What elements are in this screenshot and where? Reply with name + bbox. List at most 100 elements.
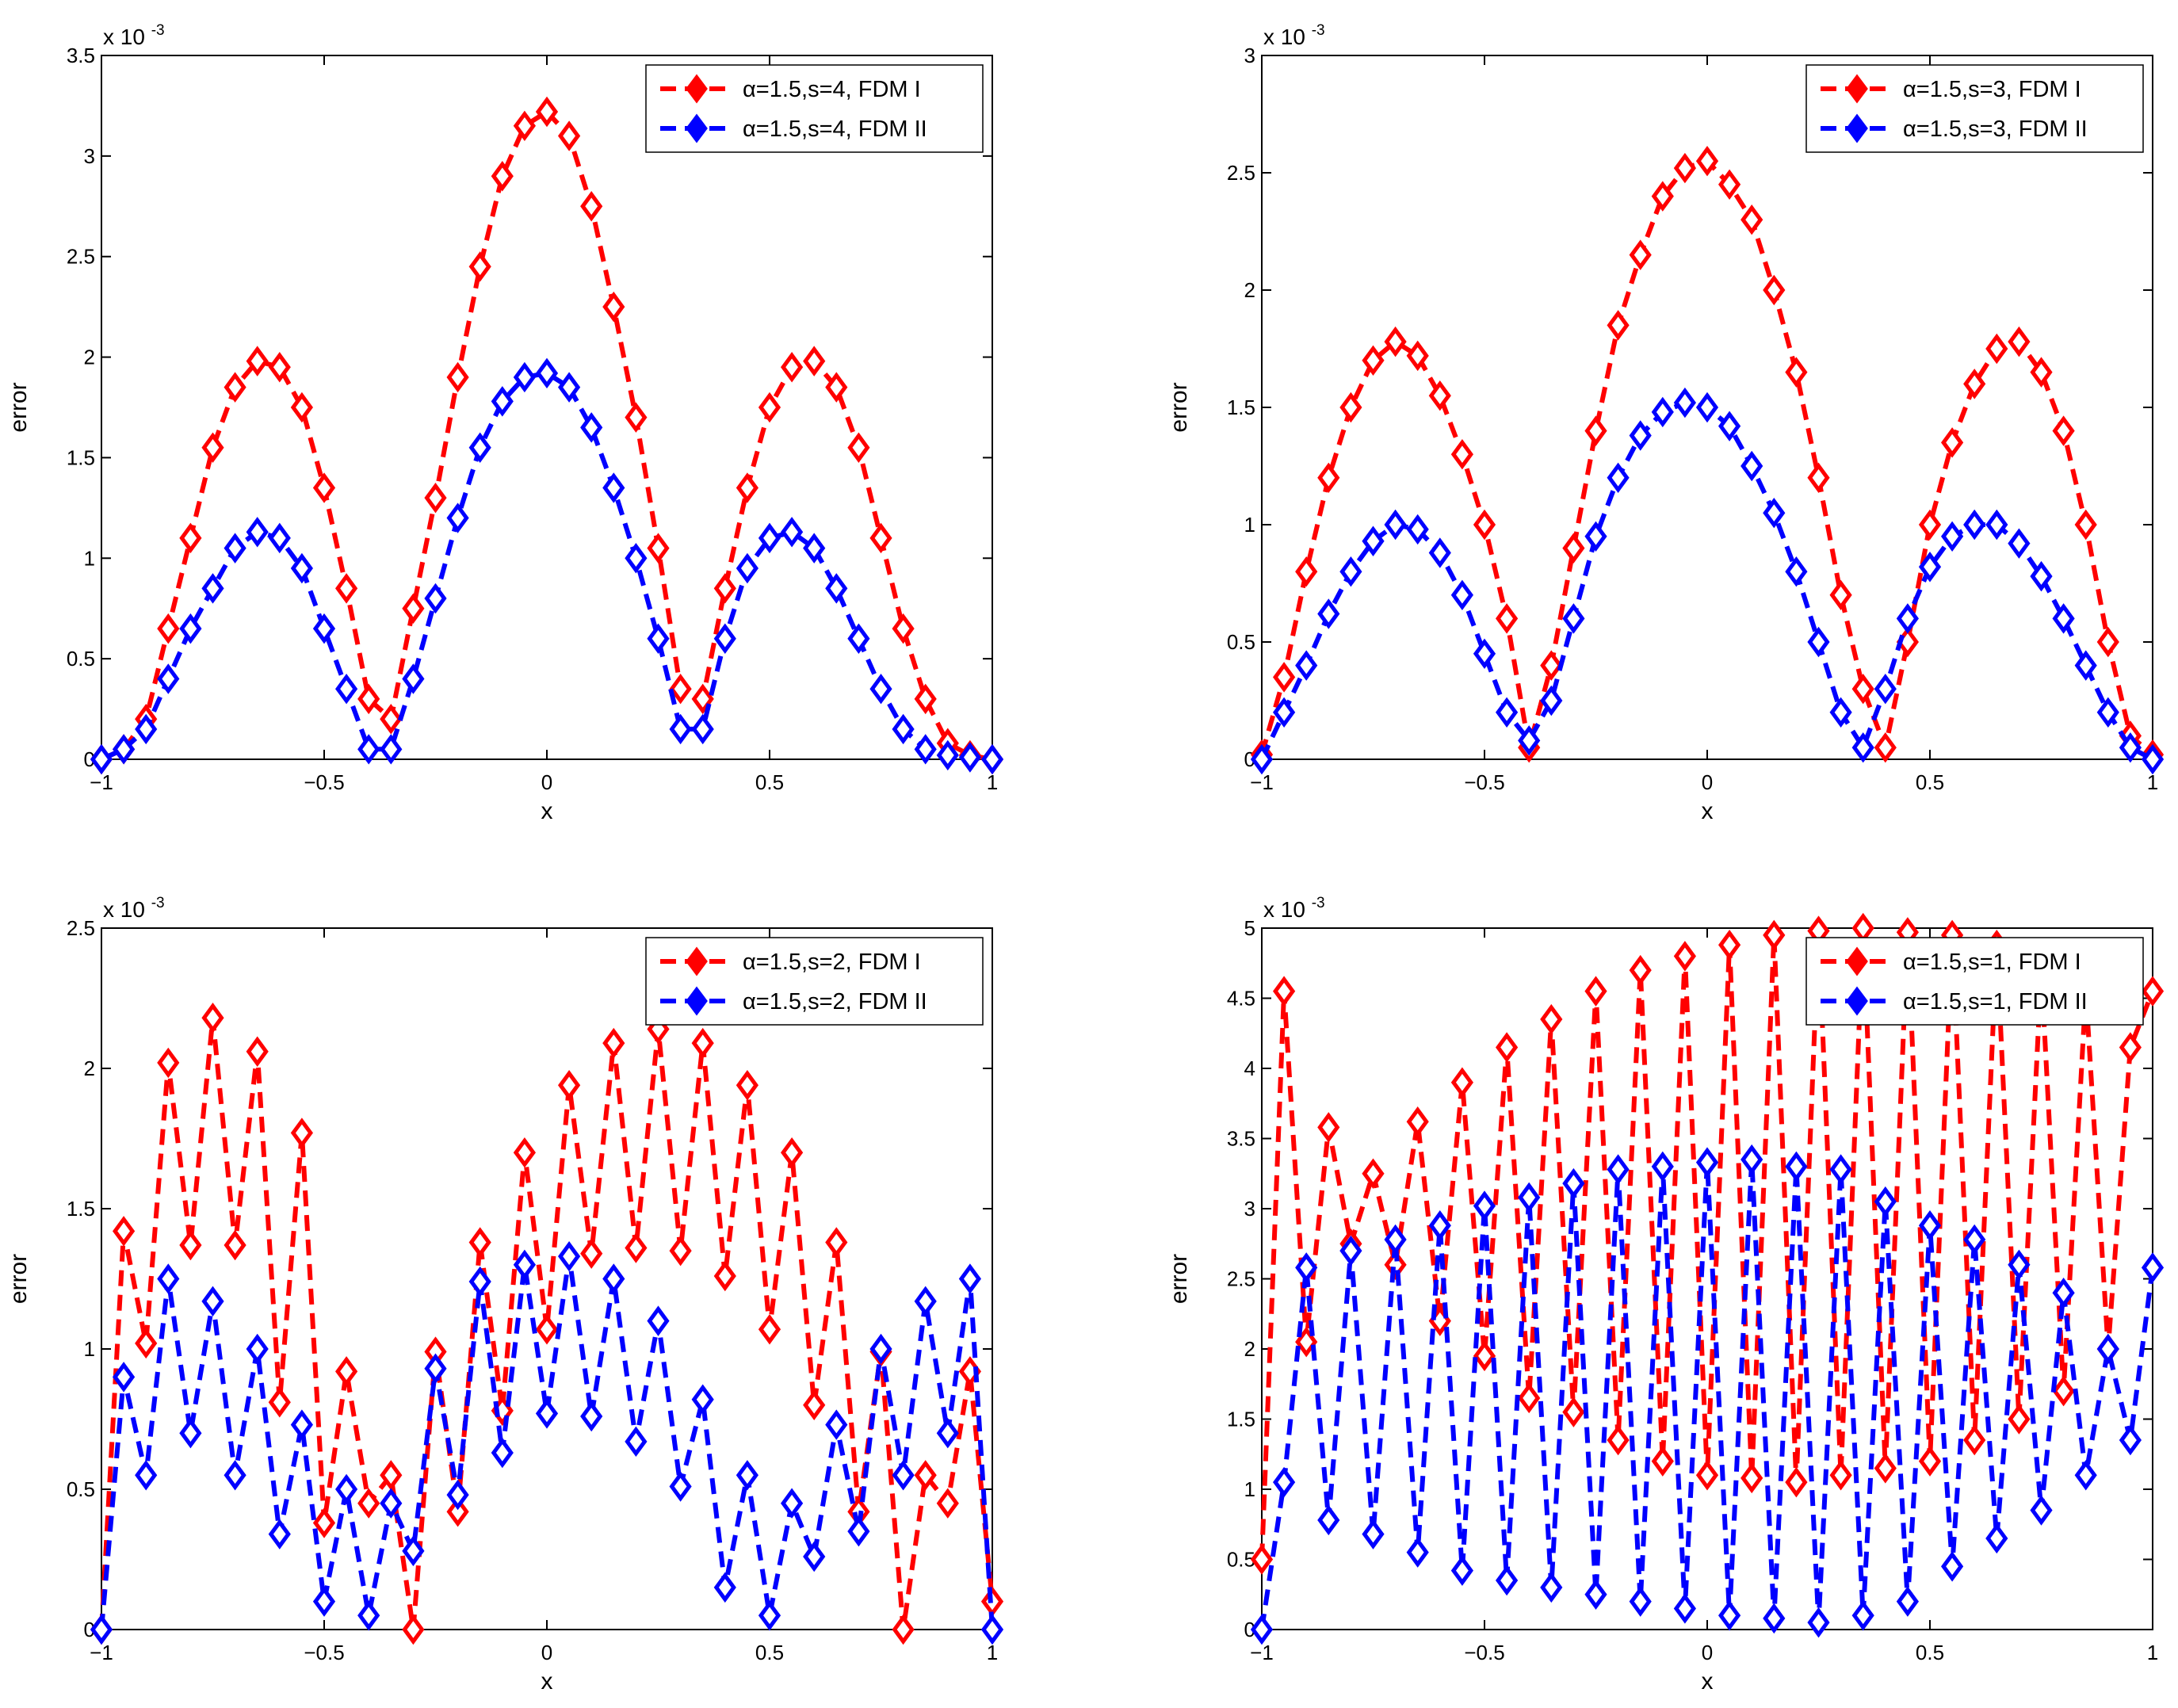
data-point-marker xyxy=(112,1216,136,1247)
data-point-marker xyxy=(1874,673,1897,705)
data-point-marker xyxy=(201,1003,224,1034)
data-point-marker xyxy=(1317,598,1340,629)
data-point-marker xyxy=(1406,340,1429,372)
data-point-marker xyxy=(135,1328,158,1359)
data-point-marker xyxy=(1673,1593,1697,1624)
data-point-marker xyxy=(1540,685,1563,716)
data-point-marker xyxy=(647,533,670,564)
data-point-marker xyxy=(90,1614,113,1645)
data-point-marker xyxy=(424,1353,447,1385)
data-point-marker xyxy=(1406,514,1429,545)
data-point-marker xyxy=(1874,732,1897,763)
data-point-marker xyxy=(669,713,692,745)
data-point-marker xyxy=(157,663,180,694)
data-point-marker xyxy=(625,402,648,433)
data-point-marker xyxy=(513,1249,537,1281)
data-point-marker xyxy=(1673,387,1697,418)
data-point-marker xyxy=(380,704,403,735)
data-point-marker xyxy=(90,743,113,775)
scale-prefix: x 10 xyxy=(103,25,151,49)
y-tick-label: 3 xyxy=(1244,1197,1255,1221)
data-point-marker xyxy=(1607,1154,1630,1185)
data-point-marker xyxy=(1450,1067,1474,1098)
data-point-marker xyxy=(1362,345,1385,376)
data-point-marker xyxy=(803,1541,826,1572)
data-point-marker xyxy=(491,161,514,192)
data-point-marker xyxy=(1896,603,1920,634)
data-point-marker xyxy=(1362,1158,1385,1189)
data-point-marker xyxy=(1918,1446,1942,1477)
data-point-marker xyxy=(825,1409,848,1440)
data-point-marker xyxy=(602,472,625,503)
x-tick-label: 0.5 xyxy=(1916,1641,1944,1664)
data-point-marker xyxy=(2008,1249,2031,1281)
data-point-marker xyxy=(2096,626,2119,658)
data-point-marker xyxy=(1785,556,1808,587)
legend-box xyxy=(1805,64,2144,153)
legend-marker xyxy=(686,113,708,143)
x-tick-label: 1 xyxy=(987,1641,998,1664)
data-point-marker xyxy=(602,1027,625,1059)
legend-marker xyxy=(1846,986,1868,1016)
data-point-marker xyxy=(424,482,447,514)
data-point-marker xyxy=(334,673,358,705)
data-point-marker xyxy=(2074,1460,2097,1491)
data-point-marker xyxy=(2119,732,2142,763)
data-point-marker xyxy=(936,1488,959,1519)
data-point-marker xyxy=(1495,603,1519,634)
data-point-marker xyxy=(1450,1555,1474,1586)
data-point-marker xyxy=(1963,1224,1986,1255)
data-point-marker xyxy=(736,1460,759,1491)
data-point-marker xyxy=(780,1137,804,1168)
y-tick-label: 1.5 xyxy=(67,445,95,469)
data-point-marker xyxy=(380,1488,403,1519)
data-point-marker xyxy=(1518,1382,1541,1414)
x-axis-label: x xyxy=(541,1668,553,1695)
axis-scale-factor: x 10 -3 xyxy=(1263,895,1325,922)
data-point-marker xyxy=(669,1235,692,1267)
data-point-marker xyxy=(713,573,736,604)
data-point-marker xyxy=(2141,743,2165,775)
data-point-marker xyxy=(892,1460,915,1491)
data-point-marker xyxy=(647,623,670,654)
data-point-marker xyxy=(958,742,982,773)
data-point-marker xyxy=(803,1389,826,1421)
data-point-marker xyxy=(402,593,425,624)
x-tick-label: 1 xyxy=(2147,1641,2158,1664)
y-tick-label: 0.5 xyxy=(67,647,95,671)
data-point-marker xyxy=(1695,145,1719,177)
data-point-marker xyxy=(892,1614,915,1645)
data-point-marker xyxy=(1428,537,1451,568)
y-tick-label: 2 xyxy=(84,346,95,369)
y-tick-label: 2.5 xyxy=(1227,1267,1255,1291)
data-point-marker xyxy=(914,734,937,765)
y-tick-label: 3 xyxy=(84,144,95,168)
y-tick-label: 2.5 xyxy=(1227,161,1255,185)
y-tick-label: 0.5 xyxy=(1227,630,1255,654)
scale-prefix: x 10 xyxy=(103,897,151,922)
data-point-marker xyxy=(268,352,291,383)
data-point-marker xyxy=(1584,976,1607,1007)
data-point-marker xyxy=(2008,528,2031,559)
data-point-marker xyxy=(1785,1466,1808,1498)
data-point-marker xyxy=(268,522,291,554)
plot-area-frame xyxy=(1261,927,2153,1630)
data-point-marker xyxy=(1362,1519,1385,1549)
y-tick-label: 1 xyxy=(1244,1477,1255,1501)
data-point-marker xyxy=(758,522,781,554)
data-point-marker xyxy=(1918,552,1942,583)
data-point-marker xyxy=(780,517,804,548)
data-point-marker xyxy=(179,1417,202,1449)
data-point-marker xyxy=(1495,697,1519,728)
data-point-marker xyxy=(1540,650,1563,681)
y-tick-label: 2.5 xyxy=(67,916,95,940)
data-point-marker xyxy=(736,552,759,584)
data-point-marker xyxy=(1896,1586,1920,1617)
data-point-marker xyxy=(112,1362,136,1393)
data-point-marker xyxy=(2119,1424,2142,1456)
data-point-marker xyxy=(1918,1210,1942,1241)
data-point-marker xyxy=(2074,509,2097,541)
legend-marker xyxy=(1846,113,1868,143)
data-point-marker xyxy=(424,583,447,614)
data-point-marker xyxy=(758,392,781,423)
